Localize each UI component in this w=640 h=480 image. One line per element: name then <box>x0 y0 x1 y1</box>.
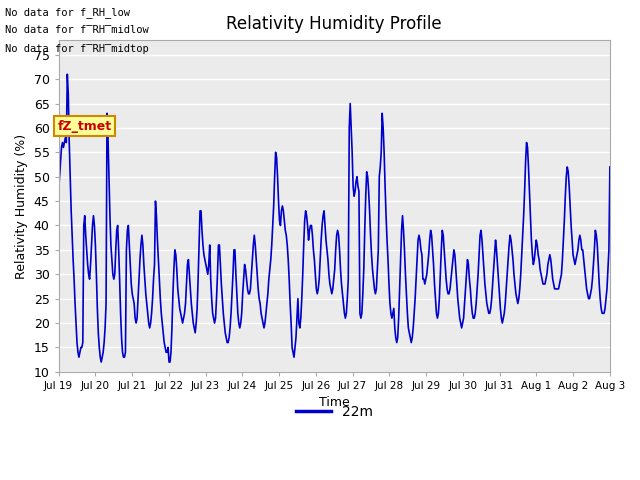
Text: No data for f̅RH̅midtop: No data for f̅RH̅midtop <box>5 44 149 54</box>
Title: Relativity Humidity Profile: Relativity Humidity Profile <box>227 15 442 33</box>
Text: No data for f_RH_low: No data for f_RH_low <box>5 7 130 18</box>
Text: fZ_tmet: fZ_tmet <box>58 120 112 132</box>
Y-axis label: Relativity Humidity (%): Relativity Humidity (%) <box>15 133 28 278</box>
X-axis label: Time: Time <box>319 396 349 409</box>
Text: No data for f̅RH̅midlow: No data for f̅RH̅midlow <box>5 25 149 36</box>
Legend: 22m: 22m <box>291 399 378 425</box>
